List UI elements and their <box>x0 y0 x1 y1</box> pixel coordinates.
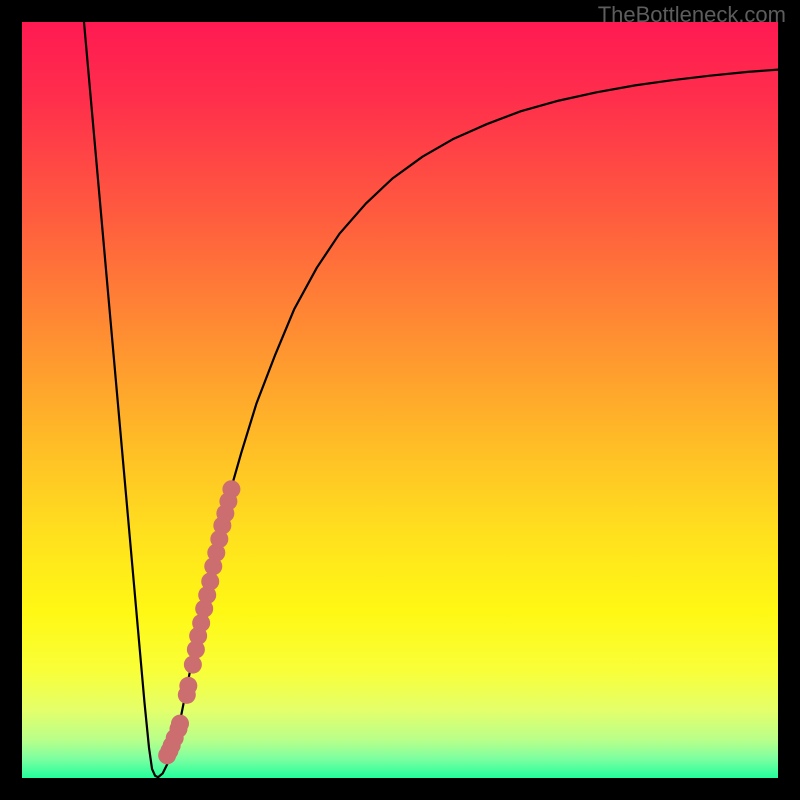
chart-svg <box>22 22 778 778</box>
data-point <box>171 715 189 733</box>
watermark-text: TheBottleneck.com <box>598 2 786 28</box>
data-point <box>201 572 219 590</box>
data-point <box>184 656 202 674</box>
data-point <box>222 480 240 498</box>
plot-area <box>22 22 778 778</box>
data-point <box>179 677 197 695</box>
